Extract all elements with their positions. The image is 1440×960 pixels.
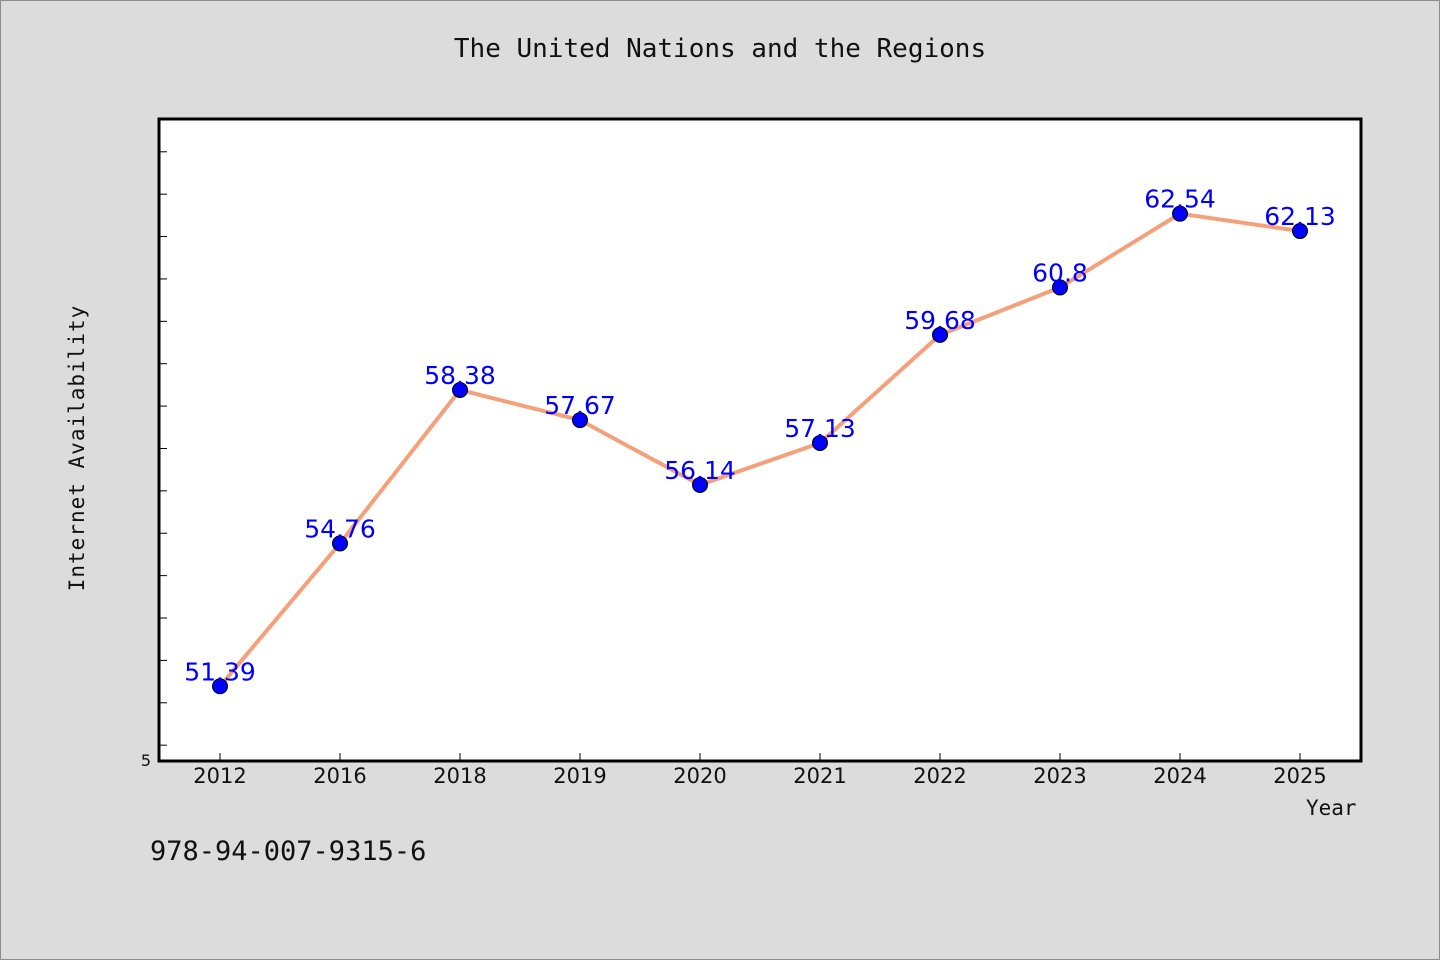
data-label-2020: 56.14 — [664, 456, 736, 485]
data-label-2025: 62.13 — [1264, 202, 1336, 231]
data-labels: 51.39 54.76 58.38 57.67 56.14 57.13 59.68 60.8 6… — [184, 185, 1336, 687]
data-point-2024 — [1172, 205, 1188, 222]
data-point-2012 — [212, 678, 228, 695]
data-point-2020 — [692, 476, 708, 493]
data-label-2018: 58.38 — [424, 361, 496, 390]
data-point-2025 — [1292, 223, 1308, 240]
y-tick-label: 5 — [141, 751, 151, 770]
x-tick-label-2016: 2016 — [313, 764, 366, 788]
data-label-2023: 60.8 — [1032, 258, 1088, 287]
series-line — [218, 211, 1301, 688]
x-tick-label-2018: 2018 — [433, 764, 486, 788]
data-point-2019 — [572, 412, 588, 429]
data-label-2024: 62.54 — [1144, 185, 1216, 214]
x-axis-ticks: 2012 2016 2018 2019 2020 2021 2022 2023 2024 2025 — [193, 753, 1327, 788]
x-tick-label-2022: 2022 — [913, 764, 966, 788]
x-tick-label-2023: 2023 — [1033, 764, 1086, 788]
data-point-2023 — [1052, 279, 1068, 296]
data-label-2016: 54.76 — [304, 514, 376, 543]
x-axis-label: Year — [1306, 796, 1357, 820]
data-point-2021 — [812, 434, 828, 451]
isbn-text: 978-94-007-9315-6 — [150, 836, 427, 867]
x-tick-label-2021: 2021 — [793, 764, 846, 788]
data-point-2018 — [452, 381, 468, 398]
series-group — [212, 205, 1308, 695]
x-tick-label-2025: 2025 — [1273, 764, 1326, 788]
data-label-2019: 57.67 — [544, 391, 616, 420]
chart-title: The United Nations and the Regions — [453, 34, 987, 64]
x-tick-label-2012: 2012 — [193, 764, 246, 788]
data-point-2022 — [932, 326, 948, 343]
x-tick-label-2020: 2020 — [673, 764, 726, 788]
data-point-2016 — [332, 535, 348, 552]
y-axis-ticks: 5 — [141, 151, 167, 770]
x-tick-label-2019: 2019 — [553, 764, 606, 788]
data-label-2012: 51.39 — [184, 657, 256, 686]
data-label-2021: 57.13 — [784, 414, 856, 443]
data-label-2022: 59.68 — [904, 306, 976, 335]
x-tick-label-2024: 2024 — [1153, 764, 1206, 788]
